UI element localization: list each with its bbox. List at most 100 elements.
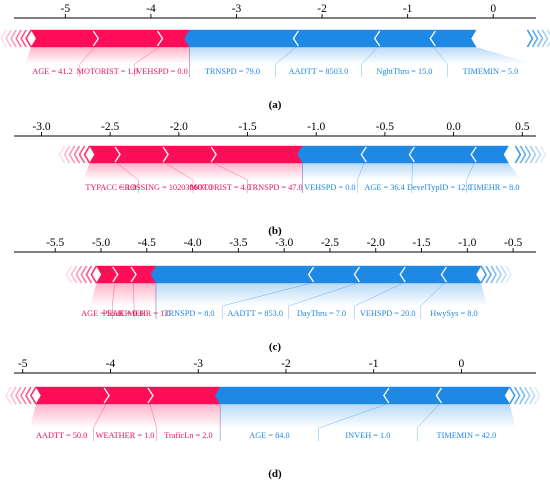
feature-divider [156,30,164,47]
force-plot-a: -5 -4 -3 -2 -1 0 AGE = 41.2 MOTORIST = 1.0VEHSP… [0,3,550,111]
positive-feature-bar [89,145,123,164]
feature-divider [103,387,110,404]
negative-feature-label: AADTT = 853.0 [228,309,283,318]
feature-divider [360,146,367,163]
positive-feature-bar [35,386,112,405]
positive-feature-bar [94,29,165,48]
positive-feature-bar [116,145,171,164]
positive-feature-fan [29,404,107,428]
feature-divider [130,266,137,283]
positive-feature-label: AGE = 41.2 [32,67,72,76]
feature-divider [210,146,217,163]
x-tick-label: -5 [61,3,71,15]
negative-tail-chevron [536,29,544,48]
positive-feature-label: MOTORIST = 1.0 [77,67,138,76]
positive-feature-bar [30,29,101,48]
positive-tail-chevron [20,29,27,48]
x-tick-label: -2.0 [367,237,385,249]
negative-feature-bar [306,265,358,284]
positive-tail-chevron [75,265,83,284]
x-tick-label: -2 [317,3,327,15]
x-tick-label: -4.5 [138,237,156,249]
negative-feature-label: TIMEHR = 8.0 [469,183,520,192]
positive-feature-bar [164,145,219,164]
negative-feature-fan [318,404,440,428]
positive-feature-fan [134,47,190,64]
x-tick-label: -2 [281,358,291,370]
negative-feature-bar [214,386,388,405]
positive-feature-fan [133,283,156,306]
negative-tail-chevron [505,265,512,284]
positive-tail-chevron [0,29,7,48]
negative-feature-bar [359,145,413,164]
positive-feature-label: AGE = 56.0 [81,309,121,318]
positive-tail-chevron [10,386,17,405]
x-tick-label: -1 [369,358,379,370]
positive-tail-chevron [25,386,32,405]
positive-feature-fan [93,404,157,428]
positive-tail-chevron [85,265,93,284]
x-tick-label: -4 [146,3,156,15]
negative-feature-fan [466,163,522,180]
positive-tail-chevron [5,29,12,48]
negative-feature-leader [466,162,475,181]
positive-tail-chevron [70,265,78,284]
x-tick-label: -3.0 [275,237,293,249]
x-tick-label: 0 [490,3,496,15]
x-tick-label: -1.5 [238,121,256,133]
negative-tail-chevron [534,145,542,164]
negative-feature-leader [416,403,440,429]
negative-feature-leader [275,46,297,65]
negative-feature-fan [220,404,387,428]
positive-feature-fan [117,163,194,180]
x-tick-label: 0.5 [515,121,530,133]
negative-tail-chevron [518,386,526,405]
negative-feature-label: TIMEMIN = 5.0 [463,67,519,76]
positive-feature-label: TRNSPD = 47.0 [248,183,303,192]
negative-tail-chevron [541,29,549,48]
negative-feature-leader [356,162,365,181]
positive-tail-chevron [20,386,27,405]
negative-feature-label: HwySys = 8.0 [430,309,477,318]
negative-feature-label: DayThru = 7.0 [297,309,346,318]
negative-tail-chevron [495,265,502,284]
negative-feature-bar [352,265,404,284]
positive-feature-label: TYPACC = 1.0 [85,183,136,192]
negative-feature-bar [428,29,477,48]
feature-divider [373,30,381,47]
positive-tail-chevron [63,145,71,164]
feature-divider [353,266,360,283]
x-tick-label: -5 [18,358,28,370]
negative-tail-chevron [523,386,531,405]
negative-feature-leader [288,282,358,307]
x-tick-label: 0 [459,358,465,370]
panel-label: (d) [268,468,282,480]
feature-divider [399,266,406,283]
negative-tail-chevron [526,29,534,48]
negative-tail-chevron [524,145,532,164]
negative-feature-bar [291,29,379,48]
negative-feature-label: AGE = 84.0 [249,431,289,440]
feature-divider [162,146,169,163]
positive-tail-chevron [65,265,73,284]
negative-feature-fan [411,163,475,180]
feature-divider [383,387,390,404]
panel-label: (a) [269,99,282,111]
x-tick-label: -3.0 [32,121,50,133]
feature-divider [435,387,443,404]
negative-feature-fan [417,404,516,428]
positive-feature-fan [79,47,160,64]
negative-tail-chevron [531,29,539,48]
positive-feature-label: TraficLn = 2.0 [164,431,212,440]
x-tick-label: -1.5 [412,237,430,249]
negative-feature-label: AGE = 36.4 [364,183,405,192]
negative-feature-label: INVEH = 1.0 [345,431,390,440]
negative-tail-chevron [513,386,521,405]
negative-feature-bar [184,29,297,48]
positive-tail-chevron [80,265,88,284]
negative-feature-fan [189,47,297,64]
negative-tail-chevron [480,265,487,284]
force-plot-c: -5.5 -5.0 -4.5 -4.0 -3.5 -3.0 -2.5 -2.0 -1.5 -1.0… [14,237,536,353]
positive-feature-fan [213,163,303,180]
force-plot-b: -3.0 -2.5 -2.0 -1.5 -1.0 -0.5 0.0 0.5 TYPACC = 1… [14,121,547,237]
